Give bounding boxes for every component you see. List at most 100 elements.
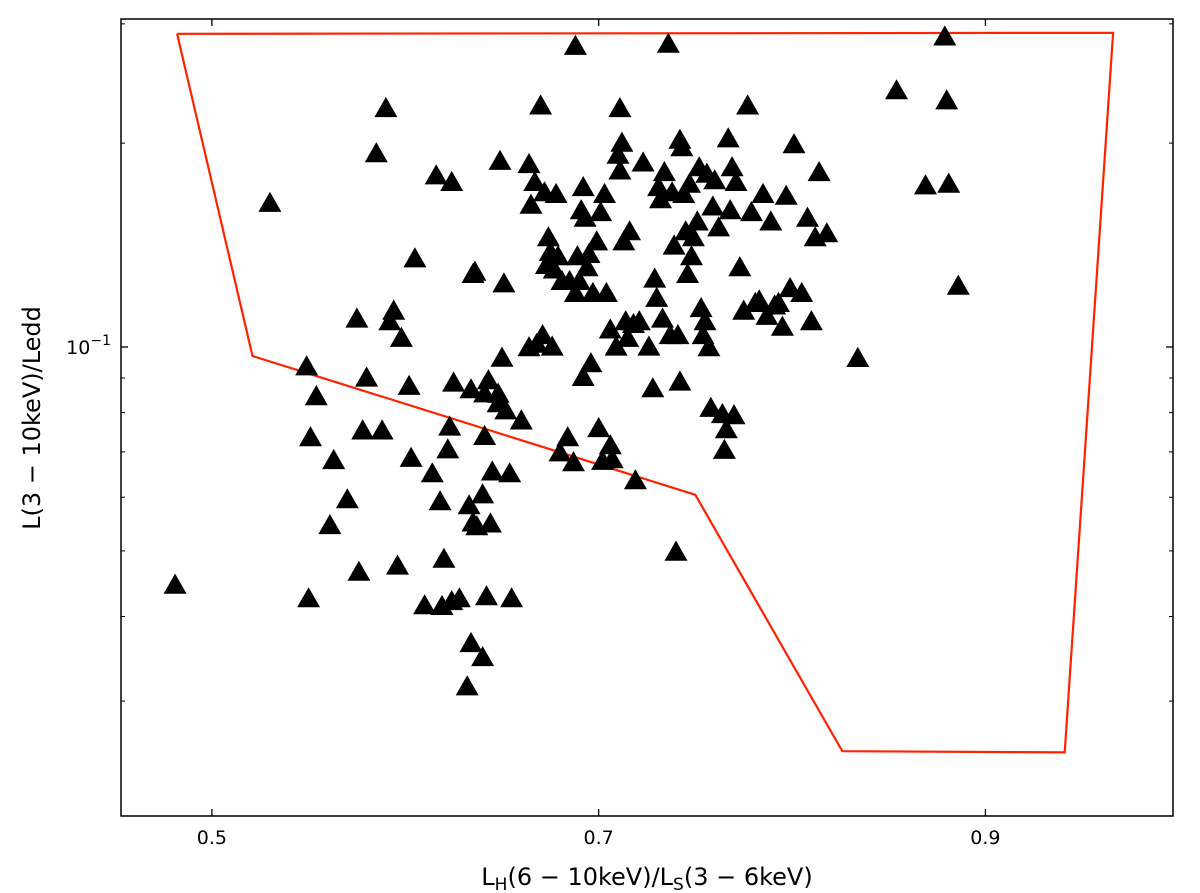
- data-point-55: [492, 272, 516, 293]
- data-point-88: [575, 256, 599, 277]
- data-point-178: [885, 79, 908, 100]
- data-point-13: [364, 142, 388, 163]
- data-point-61: [517, 153, 541, 174]
- data-point-24: [420, 462, 444, 483]
- data-point-183: [946, 274, 970, 295]
- data-point-48: [476, 369, 500, 390]
- data-point-17: [382, 299, 406, 320]
- data-point-116: [643, 267, 667, 288]
- data-point-149: [712, 438, 736, 459]
- selection-region-outline: [176, 31, 1115, 754]
- data-point-101: [604, 335, 628, 356]
- data-point-103: [608, 159, 632, 180]
- data-point-8: [335, 488, 359, 509]
- data-point-118: [647, 176, 671, 197]
- data-point-16: [378, 310, 402, 331]
- points-layer: [163, 25, 970, 696]
- data-point-11: [351, 419, 375, 440]
- data-point-181: [935, 89, 959, 110]
- data-point-96: [593, 182, 616, 203]
- data-point-99: [598, 318, 622, 339]
- data-point-66: [531, 324, 555, 345]
- data-point-37: [459, 378, 483, 399]
- data-point-93: [587, 417, 611, 438]
- x-tick-label-0: 0.5: [197, 827, 227, 849]
- data-point-145: [701, 195, 725, 216]
- data-point-30: [438, 415, 462, 436]
- data-point-54: [490, 346, 514, 367]
- data-point-156: [728, 256, 752, 277]
- data-point-131: [672, 182, 696, 203]
- data-point-5: [304, 385, 328, 406]
- data-point-56: [494, 399, 518, 420]
- data-point-71: [540, 335, 564, 356]
- data-point-0: [163, 573, 187, 594]
- data-point-122: [656, 32, 680, 53]
- data-point-114: [637, 335, 661, 356]
- data-point-38: [459, 631, 483, 653]
- data-point-172: [796, 206, 819, 227]
- data-point-2: [295, 355, 319, 376]
- data-point-26: [428, 490, 452, 511]
- data-point-21: [399, 446, 423, 467]
- data-point-36: [457, 494, 481, 515]
- data-point-176: [815, 222, 839, 243]
- data-point-117: [645, 286, 669, 307]
- data-point-41: [463, 260, 487, 281]
- data-point-23: [413, 594, 437, 615]
- data-point-28: [432, 547, 456, 568]
- y-tick-label-0: 10−1: [66, 333, 111, 359]
- data-point-86: [571, 365, 595, 386]
- ticks-layer: 0.5 0.7 0.9 10−1: [66, 19, 1173, 849]
- plot-frame: [120, 18, 1174, 817]
- data-point-22: [403, 247, 427, 268]
- data-point-3: [297, 587, 321, 608]
- data-point-97: [594, 281, 618, 302]
- data-point-163: [755, 304, 779, 325]
- data-point-146: [703, 169, 727, 190]
- data-point-152: [718, 199, 742, 220]
- data-point-52: [486, 382, 510, 403]
- data-point-175: [807, 161, 831, 182]
- data-point-170: [782, 133, 806, 154]
- data-point-179: [914, 174, 937, 195]
- data-point-94: [589, 201, 613, 222]
- data-point-19: [389, 326, 413, 347]
- data-point-121: [652, 161, 676, 182]
- data-point-119: [649, 188, 672, 209]
- data-point-171: [790, 281, 814, 302]
- data-point-63: [523, 170, 547, 191]
- data-point-139: [689, 297, 713, 318]
- data-point-47: [475, 585, 498, 606]
- y-axis-label: L(3 − 10keV)/Ledd: [18, 306, 46, 530]
- data-point-18: [386, 554, 409, 575]
- data-point-158: [736, 94, 760, 115]
- data-point-102: [606, 143, 630, 164]
- data-point-167: [770, 315, 794, 336]
- data-point-111: [623, 469, 647, 490]
- data-point-113: [631, 151, 655, 172]
- data-point-20: [397, 374, 421, 395]
- data-point-33: [442, 371, 466, 392]
- data-point-73: [544, 182, 568, 203]
- data-point-90: [579, 352, 603, 373]
- data-point-115: [641, 377, 665, 398]
- data-point-112: [627, 310, 651, 331]
- data-point-182: [937, 172, 961, 193]
- data-point-106: [612, 230, 636, 251]
- data-point-134: [678, 172, 701, 193]
- data-point-15: [374, 97, 398, 118]
- data-point-129: [668, 370, 692, 391]
- data-point-57: [498, 462, 522, 483]
- data-point-150: [714, 418, 738, 439]
- data-point-35: [455, 675, 479, 696]
- data-point-98: [598, 434, 622, 455]
- data-point-161: [747, 289, 771, 310]
- data-point-105: [610, 131, 634, 152]
- data-point-108: [616, 326, 640, 347]
- data-point-43: [471, 646, 495, 667]
- data-point-147: [707, 216, 731, 237]
- data-point-59: [509, 409, 533, 430]
